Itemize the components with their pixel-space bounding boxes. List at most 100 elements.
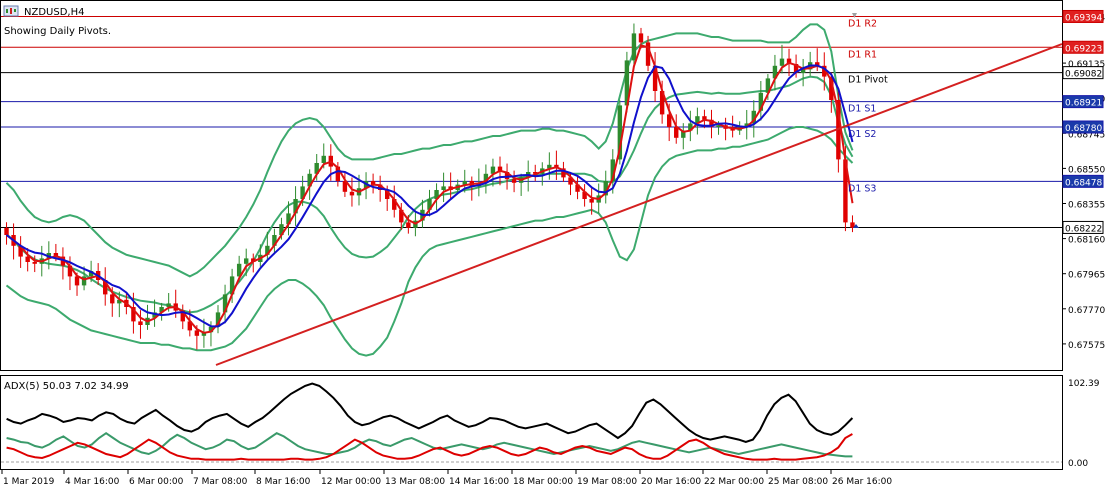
- candle-body: [589, 199, 594, 203]
- candle[interactable]: [406, 215, 411, 234]
- candle-body: [208, 326, 214, 333]
- candle[interactable]: [815, 48, 820, 72]
- candle-body: [462, 181, 467, 185]
- candle-body: [377, 184, 383, 190]
- candle[interactable]: [490, 158, 496, 187]
- adx-panel[interactable]: ADX(5) 50.03 7.02 34.99 102.39 0.00: [0, 375, 1100, 470]
- candle[interactable]: [772, 54, 778, 91]
- candle-body: [222, 294, 228, 313]
- candle-body: [159, 307, 164, 313]
- time-tick-label: 26 Mar 16:00: [832, 477, 892, 487]
- candle[interactable]: [349, 177, 355, 207]
- time-axis[interactable]: 1 Mar 2019 4 Mar 16:00 6 Mar 00:00 7 Mar 08…: [1, 470, 892, 487]
- candle[interactable]: [744, 109, 749, 140]
- candle[interactable]: [392, 185, 397, 218]
- candle[interactable]: [483, 164, 489, 194]
- candle[interactable]: [730, 115, 735, 138]
- candle[interactable]: [215, 305, 221, 334]
- pivot-label: D1 S3: [848, 183, 876, 194]
- candle-body: [568, 177, 573, 185]
- candles[interactable]: [4, 23, 855, 350]
- candle[interactable]: [631, 23, 637, 69]
- candle[interactable]: [229, 268, 235, 303]
- candle[interactable]: [138, 310, 143, 339]
- candle[interactable]: [222, 284, 228, 324]
- candle[interactable]: [18, 236, 23, 268]
- candle[interactable]: [434, 183, 439, 211]
- candle[interactable]: [582, 184, 587, 207]
- candle[interactable]: [103, 267, 108, 306]
- candle[interactable]: [575, 175, 580, 200]
- candle-body: [709, 119, 714, 127]
- candle[interactable]: [427, 189, 432, 217]
- adx-label: ADX(5) 50.03 7.02 34.99: [4, 381, 129, 392]
- candle[interactable]: [293, 186, 298, 226]
- candle[interactable]: [695, 107, 700, 135]
- candle-body: [730, 128, 735, 131]
- candle[interactable]: [547, 152, 552, 180]
- candle[interactable]: [251, 253, 256, 273]
- candle[interactable]: [561, 161, 566, 182]
- candle[interactable]: [286, 201, 291, 236]
- adx-lines: [6, 382, 854, 461]
- candle-body: [399, 209, 404, 223]
- ma-fast-line: [5, 44, 854, 334]
- candle-body: [251, 258, 256, 262]
- candle[interactable]: [342, 172, 348, 197]
- candle[interactable]: [244, 248, 249, 277]
- candle-body: [392, 199, 397, 210]
- candle-body: [321, 155, 326, 163]
- candle[interactable]: [117, 291, 122, 318]
- main-price-panel[interactable]: D1 R2 D1 R1 D1 Pivot D1 S1 D1 S2 D1 S3: [0, 0, 1063, 371]
- time-tick-label: 18 Mar 00:00: [513, 477, 573, 487]
- candle[interactable]: [822, 52, 827, 91]
- candle[interactable]: [60, 247, 66, 280]
- candle-body: [779, 58, 785, 66]
- candle[interactable]: [511, 170, 517, 193]
- candle-body: [582, 191, 587, 199]
- candle[interactable]: [603, 170, 608, 204]
- price-tick-label: 0.67770: [1068, 306, 1105, 316]
- candle-body: [194, 330, 200, 336]
- candle[interactable]: [589, 188, 594, 215]
- candle[interactable]: [617, 100, 623, 165]
- candle[interactable]: [758, 81, 764, 121]
- candle[interactable]: [681, 123, 686, 150]
- candle[interactable]: [709, 109, 714, 139]
- candle[interactable]: [688, 110, 693, 142]
- candle[interactable]: [533, 164, 538, 182]
- candle[interactable]: [645, 35, 651, 72]
- candle-body: [772, 65, 778, 79]
- candle-body: [110, 294, 115, 304]
- adx-min-label: 0.00: [1068, 459, 1088, 469]
- time-tick-label: 19 Mar 08:00: [577, 477, 637, 487]
- candle[interactable]: [800, 58, 806, 87]
- candle[interactable]: [399, 203, 404, 230]
- candle[interactable]: [4, 222, 9, 245]
- candle-body: [314, 163, 319, 174]
- candle[interactable]: [180, 304, 185, 330]
- price-tag-text: 0.69223: [1065, 44, 1102, 54]
- candle[interactable]: [850, 215, 855, 233]
- candle[interactable]: [674, 114, 679, 144]
- candle[interactable]: [441, 172, 446, 203]
- candle-body: [286, 213, 291, 225]
- time-tick-label: 7 Mar 08:00: [193, 477, 248, 487]
- candle[interactable]: [32, 255, 37, 273]
- candle-body: [385, 190, 390, 199]
- ma-slow-line: [5, 64, 854, 328]
- candle[interactable]: [335, 162, 341, 187]
- candle[interactable]: [652, 52, 658, 102]
- candle-body: [822, 65, 827, 77]
- adx-axis: 102.39 0.00: [1068, 379, 1100, 469]
- candle[interactable]: [624, 51, 630, 113]
- candle-body: [180, 310, 185, 322]
- candle[interactable]: [370, 173, 376, 194]
- price-tag-box: [1062, 120, 1104, 134]
- candle[interactable]: [25, 248, 30, 272]
- symbol-icon[interactable]: [3, 5, 19, 17]
- price-tag-box: [1062, 40, 1104, 54]
- candle[interactable]: [272, 228, 277, 255]
